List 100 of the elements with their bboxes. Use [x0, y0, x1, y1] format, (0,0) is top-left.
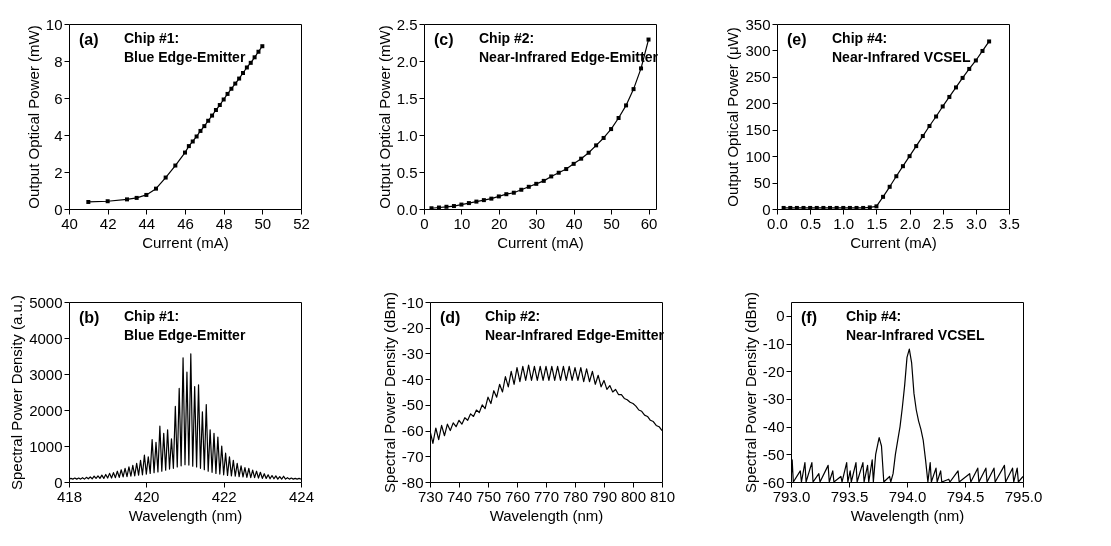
- x-tick-label: 0.5: [800, 214, 822, 232]
- x-tick-label: 50: [254, 214, 272, 232]
- x-tick-label: 794.0: [888, 487, 927, 505]
- x-tick-label: 1.0: [833, 214, 855, 232]
- x-tick-label: 10: [453, 214, 471, 232]
- x-tick-label: 1.5: [866, 214, 888, 232]
- x-tick-label: 48: [215, 214, 233, 232]
- y-tick-label: 0: [54, 200, 63, 218]
- x-tick-label: 2.0: [899, 214, 921, 232]
- x-tick-label: 44: [138, 214, 156, 232]
- y-tick-label: 100: [745, 147, 771, 165]
- y-tick-label: -50: [401, 396, 424, 414]
- y-tick-label: -10: [762, 335, 785, 353]
- annotation: Near-Infrared VCSEL: [846, 327, 985, 343]
- y-tick-label: 0: [776, 307, 785, 325]
- annotation: (e): [787, 31, 807, 48]
- annotation: Blue Edge-Emitter: [124, 327, 246, 343]
- x-tick-label: 60: [640, 214, 658, 232]
- y-tick-label: 350: [745, 15, 771, 33]
- y-tick-label: 0.0: [396, 200, 418, 218]
- y-tick-label: -40: [762, 418, 785, 436]
- x-axis-title: Current (mA): [142, 233, 229, 251]
- y-tick-label: -30: [762, 390, 785, 408]
- x-tick-label: 794.5: [946, 487, 985, 505]
- x-tick-label: 780: [562, 487, 589, 505]
- y-axis-title: Output Optical Power (mW): [24, 25, 42, 209]
- annotation: Chip #1:: [124, 30, 180, 46]
- y-axis-title: Output Optical Power (mW): [375, 25, 393, 209]
- x-tick-label: 2.5: [932, 214, 954, 232]
- y-tick-label: 0: [762, 200, 771, 218]
- x-tick-label: 800: [620, 487, 647, 505]
- y-tick-label: -10: [401, 293, 424, 311]
- y-tick-label: 4: [54, 126, 63, 144]
- x-tick-label: 810: [649, 487, 676, 505]
- annotation: Chip #4:: [832, 30, 888, 46]
- x-tick-label: 40: [61, 214, 78, 232]
- x-tick-label: 46: [177, 214, 194, 232]
- y-tick-label: 10: [45, 15, 63, 33]
- x-tick-label: 3.0: [965, 214, 987, 232]
- y-axis-title: Spectral Power Density (dBm): [380, 292, 398, 493]
- annotation: Chip #1:: [124, 308, 180, 324]
- y-tick-label: 5000: [29, 293, 63, 311]
- y-tick-label: -70: [401, 447, 424, 465]
- x-tick-label: 750: [475, 487, 502, 505]
- annotation: (c): [434, 31, 454, 48]
- annotation: Near-Infrared VCSEL: [832, 49, 971, 65]
- y-tick-label: 2.0: [396, 52, 418, 70]
- annotation: (d): [440, 309, 461, 326]
- y-tick-label: -20: [762, 362, 785, 380]
- annotation: Chip #2:: [485, 308, 541, 324]
- x-axis-title: Wavelength (nm): [489, 506, 604, 524]
- x-tick-label: 790: [591, 487, 618, 505]
- y-axis-title: Spectral Power Density (dBm): [741, 292, 759, 493]
- y-tick-label: 8: [54, 52, 63, 70]
- y-tick-label: 2.5: [396, 15, 418, 33]
- y-tick-label: 300: [745, 41, 771, 59]
- y-tick-label: 0.5: [396, 163, 418, 181]
- y-tick-label: -40: [401, 370, 424, 388]
- y-tick-label: 1.0: [396, 126, 418, 144]
- annotation: Chip #2:: [479, 30, 535, 46]
- x-tick-label: 740: [446, 487, 473, 505]
- y-tick-label: -20: [401, 319, 424, 337]
- annotation: (a): [79, 31, 99, 48]
- x-tick-label: 420: [134, 487, 160, 505]
- y-tick-label: 1000: [29, 437, 63, 455]
- x-tick-label: 422: [211, 487, 237, 505]
- annotation: Blue Edge-Emitter: [124, 49, 246, 65]
- y-tick-label: -30: [401, 344, 424, 362]
- y-tick-label: 150: [745, 121, 771, 139]
- x-tick-label: 50: [603, 214, 620, 232]
- x-tick-label: 30: [528, 214, 546, 232]
- x-tick-label: 42: [99, 214, 117, 232]
- y-tick-label: 200: [745, 94, 771, 112]
- y-tick-label: -50: [762, 445, 785, 463]
- annotation: (b): [79, 309, 100, 326]
- x-tick-label: 760: [504, 487, 531, 505]
- y-tick-label: 250: [745, 68, 771, 86]
- x-axis-title: Wavelength (nm): [850, 506, 965, 524]
- x-axis-title: Current (mA): [497, 233, 584, 251]
- x-tick-label: 795.0: [1004, 487, 1043, 505]
- x-tick-label: 52: [293, 214, 310, 232]
- x-tick-label: 770: [533, 487, 560, 505]
- x-axis-title: Wavelength (nm): [128, 506, 243, 524]
- y-tick-label: 1.5: [396, 89, 418, 107]
- annotation: Chip #4:: [846, 308, 902, 324]
- x-tick-label: 3.5: [999, 214, 1020, 232]
- x-tick-label: 424: [288, 487, 315, 505]
- x-tick-label: 793.5: [830, 487, 869, 505]
- annotation: (f): [801, 309, 817, 326]
- y-tick-label: 50: [753, 174, 771, 192]
- y-tick-label: 2: [54, 163, 63, 181]
- y-tick-label: 4000: [29, 329, 63, 347]
- y-axis-title: Output Optical Power (μW): [724, 27, 742, 207]
- y-tick-label: 3000: [29, 365, 63, 383]
- y-tick-label: 6: [54, 89, 63, 107]
- y-axis-title: Spectral Power Density (a.u.): [8, 294, 26, 491]
- y-tick-label: -60: [401, 422, 424, 440]
- x-tick-label: 20: [490, 214, 508, 232]
- x-axis-title: Current (mA): [850, 233, 937, 251]
- x-tick-label: 40: [565, 214, 583, 232]
